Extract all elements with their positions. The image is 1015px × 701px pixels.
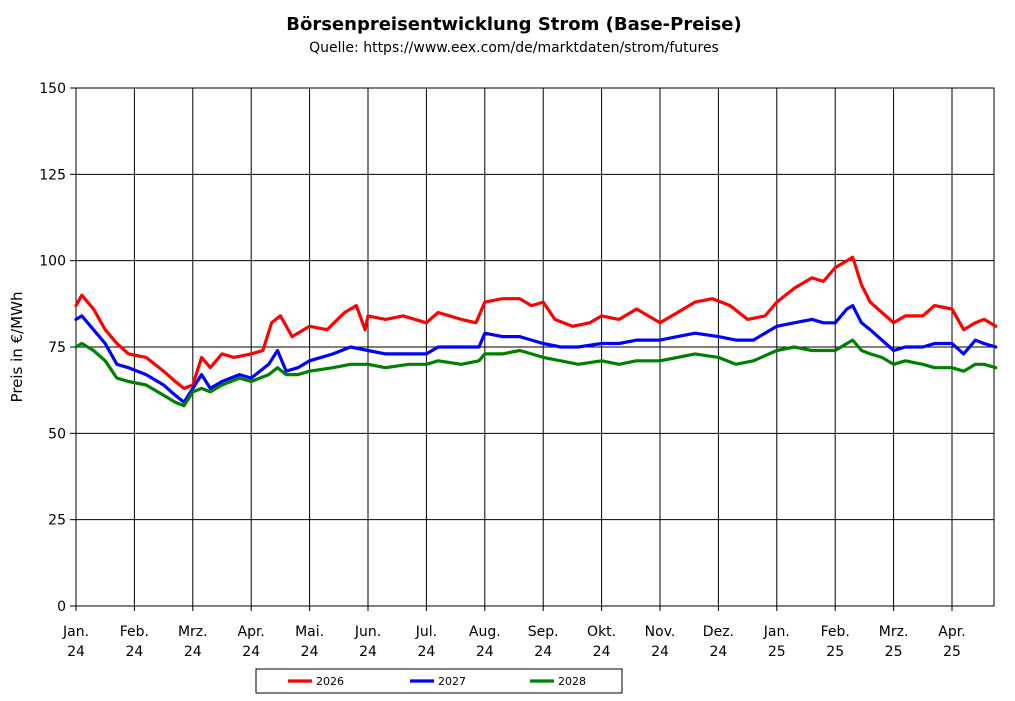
x-tick-label-year: 24 (184, 644, 202, 660)
x-tick-label-year: 24 (359, 644, 377, 660)
chart-subtitle: Quelle: https://www.eex.com/de/marktdate… (309, 40, 719, 56)
series-line-2026 (74, 255, 998, 390)
y-axis-ticks: 0 25 50 75 100 125 150 (39, 81, 66, 615)
x-tick-label-month: Apr. (238, 624, 265, 640)
series-lines (74, 255, 998, 408)
x-tick-label-month: Sep. (528, 624, 559, 640)
legend: 2026 2027 2028 (255, 668, 623, 694)
y-tick-label: 75 (48, 340, 66, 356)
x-tick-label-year: 24 (67, 644, 85, 660)
x-tick-label-month: Nov. (645, 624, 676, 640)
series-line-2028 (74, 338, 998, 408)
y-tick-label: 100 (39, 254, 66, 270)
x-tick-label-year: 25 (885, 644, 903, 660)
x-tick-label-year: 24 (593, 644, 611, 660)
x-tick-label-month: Dez. (703, 624, 734, 640)
x-tick-label-month: Okt. (587, 624, 616, 640)
x-tick-label-month: Feb. (120, 624, 149, 640)
legend-label-2028: 2028 (558, 675, 586, 688)
y-tick-label: 0 (57, 599, 66, 615)
x-tick-label-year: 25 (826, 644, 844, 660)
x-tick-label-month: Mrz. (879, 624, 909, 640)
x-tick-label-year: 25 (768, 644, 786, 660)
x-tick-label-month: Aug. (469, 624, 501, 640)
x-tick-label-year: 24 (534, 644, 552, 660)
x-tick-label-year: 24 (242, 644, 260, 660)
x-tick-label-month: Jul. (415, 624, 437, 640)
x-axis-ticks: Jan. 24 Feb. 24 Mrz. 24 Apr. 24 Mai. 24 Jun. 24 Jul.… (62, 624, 966, 660)
x-tick-label-month: Jan. (763, 624, 790, 640)
x-tick-label-month: Mai. (295, 624, 324, 640)
y-tick-label: 150 (39, 81, 66, 97)
legend-label-2027: 2027 (438, 675, 466, 688)
x-tick-label-year: 24 (417, 644, 435, 660)
y-tick-label: 25 (48, 513, 66, 529)
x-tick-label-year: 24 (709, 644, 727, 660)
grid (70, 87, 995, 611)
y-axis-label: Preis in €/MWh (8, 292, 26, 403)
x-tick-label-month: Feb. (821, 624, 850, 640)
x-tick-label-month: Mrz. (178, 624, 208, 640)
y-tick-label: 50 (48, 426, 66, 442)
series-line-2027 (74, 304, 998, 404)
chart-title: Börsenpreisentwicklung Strom (Base-Preis… (286, 14, 741, 35)
x-tick-label-year: 24 (301, 644, 319, 660)
x-tick-label-year: 24 (125, 644, 143, 660)
y-tick-label: 125 (39, 167, 66, 183)
legend-label-2026: 2026 (316, 675, 344, 688)
x-tick-label-year: 24 (651, 644, 669, 660)
x-tick-label-month: Apr. (938, 624, 965, 640)
x-tick-label-year: 24 (476, 644, 494, 660)
legend-box (255, 668, 623, 694)
x-tick-label-month: Jan. (62, 624, 89, 640)
x-tick-label-month: Jun. (354, 624, 381, 640)
x-tick-label-year: 25 (943, 644, 961, 660)
